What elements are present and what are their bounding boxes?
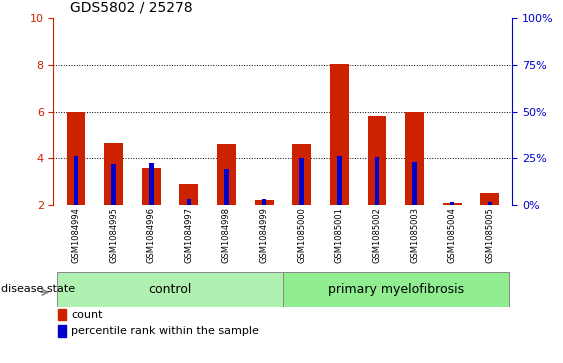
Bar	[405, 112, 424, 205]
Text: GSM1084996: GSM1084996	[147, 207, 156, 263]
Bar	[292, 144, 311, 205]
Bar	[186, 199, 191, 205]
Text: GSM1084995: GSM1084995	[109, 207, 118, 263]
Bar	[149, 163, 154, 205]
Bar	[254, 200, 274, 205]
Text: GDS5802 / 25278: GDS5802 / 25278	[70, 0, 193, 15]
Bar	[337, 156, 342, 205]
Text: GSM1084997: GSM1084997	[184, 207, 193, 263]
Text: GSM1084999: GSM1084999	[260, 207, 269, 263]
Text: GSM1085003: GSM1085003	[410, 207, 419, 263]
Bar	[443, 203, 462, 205]
Bar	[111, 164, 116, 205]
Bar	[58, 325, 66, 337]
Bar	[488, 201, 492, 205]
Bar	[412, 162, 417, 205]
Bar	[450, 201, 454, 205]
Text: GSM1085001: GSM1085001	[335, 207, 344, 263]
Bar	[142, 168, 160, 205]
Bar	[283, 272, 508, 307]
Bar	[180, 184, 198, 205]
Text: GSM1085005: GSM1085005	[485, 207, 494, 263]
Text: GSM1084994: GSM1084994	[72, 207, 81, 263]
Bar	[262, 199, 266, 205]
Bar	[74, 156, 78, 205]
Bar	[300, 158, 304, 205]
Text: primary myelofibrosis: primary myelofibrosis	[328, 283, 464, 296]
Bar	[375, 157, 379, 205]
Text: GSM1084998: GSM1084998	[222, 207, 231, 263]
Text: count: count	[71, 310, 102, 319]
Bar	[330, 64, 348, 205]
Bar	[224, 169, 229, 205]
Text: GSM1085004: GSM1085004	[448, 207, 457, 263]
Text: GSM1085002: GSM1085002	[373, 207, 382, 263]
Text: GSM1085000: GSM1085000	[297, 207, 306, 263]
Bar	[480, 193, 499, 205]
Bar	[66, 112, 86, 205]
Bar	[57, 272, 283, 307]
Bar	[58, 309, 66, 321]
Bar	[368, 116, 386, 205]
Bar	[104, 143, 123, 205]
Text: control: control	[149, 283, 192, 296]
Text: disease state: disease state	[1, 285, 75, 294]
Text: percentile rank within the sample: percentile rank within the sample	[71, 326, 259, 336]
Bar	[217, 144, 236, 205]
